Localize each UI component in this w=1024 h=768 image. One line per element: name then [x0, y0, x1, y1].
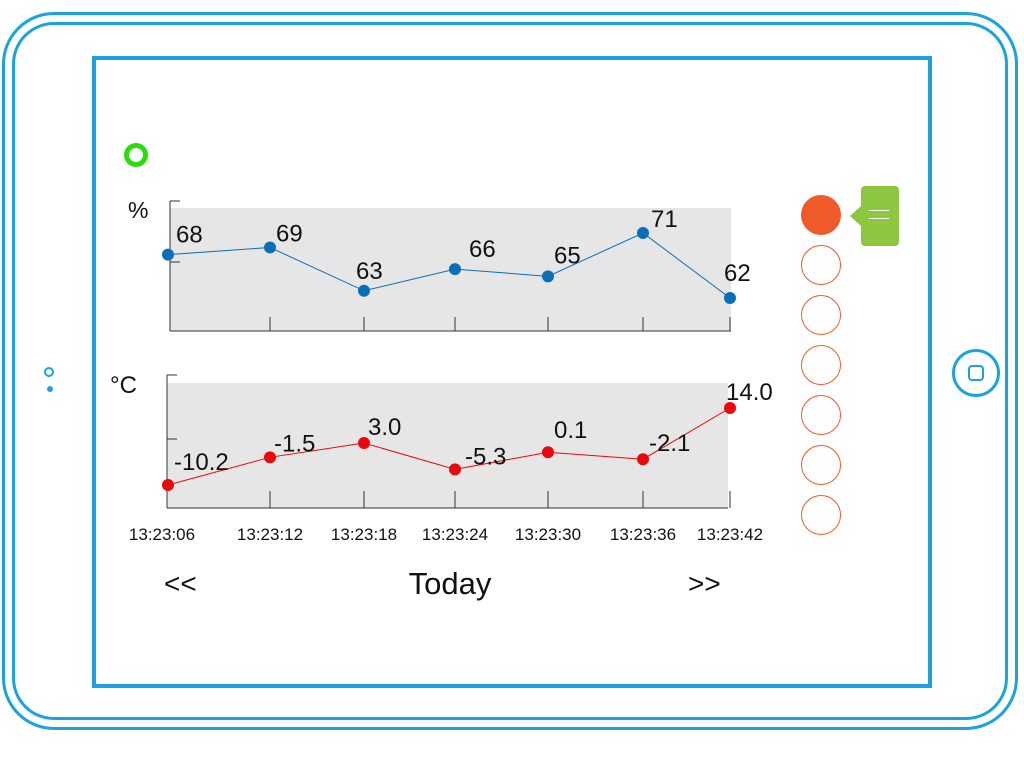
- data-point: [358, 437, 370, 449]
- y-axis-label: %: [128, 197, 148, 223]
- tablet-bezel: [12, 22, 1008, 720]
- prev-button[interactable]: <<: [164, 568, 197, 599]
- data-label: 3.0: [368, 414, 401, 441]
- sensor-dot: [47, 386, 53, 392]
- data-point: [542, 270, 554, 283]
- data-label: 65: [554, 242, 581, 269]
- data-label: 66: [469, 236, 496, 263]
- data-label: -5.3: [465, 443, 506, 470]
- x-tick-label: 13:23:12: [237, 525, 303, 544]
- data-label: 14.0: [726, 379, 773, 406]
- data-point: [637, 453, 649, 466]
- channel-button-4[interactable]: [801, 345, 841, 385]
- data-point: [449, 463, 461, 476]
- data-point: [358, 284, 370, 297]
- x-tick-label: 13:23:30: [515, 525, 581, 544]
- data-point: [264, 241, 276, 254]
- x-tick-label: 13:23:42: [697, 525, 763, 544]
- menu-line: [869, 210, 889, 211]
- home-button-icon[interactable]: [952, 349, 1000, 397]
- data-label: 69: [276, 220, 303, 247]
- data-label: 63: [356, 258, 383, 285]
- data-label: -1.5: [274, 430, 315, 457]
- next-button[interactable]: >>: [688, 568, 721, 599]
- data-point: [264, 451, 276, 464]
- menu-line: [869, 218, 889, 219]
- channel-button-1[interactable]: [801, 195, 841, 235]
- channel-button-5[interactable]: [801, 395, 841, 435]
- channel-button-7[interactable]: [801, 495, 841, 535]
- data-point: [724, 402, 736, 414]
- channel-button-3[interactable]: [801, 295, 841, 335]
- channel-button-6[interactable]: [801, 445, 841, 485]
- connection-status-icon: [124, 143, 148, 167]
- x-tick-label: 13:23:24: [422, 525, 488, 544]
- data-point: [162, 248, 174, 261]
- data-label: 62: [724, 260, 751, 287]
- data-label: -10.2: [174, 449, 229, 476]
- camera-icon: [44, 367, 54, 377]
- data-label: 68: [176, 222, 203, 249]
- screen: [92, 56, 932, 688]
- data-label: 0.1: [554, 417, 587, 444]
- menu-icon[interactable]: [850, 186, 899, 246]
- plot-background: [167, 383, 728, 508]
- home-square: [968, 365, 984, 381]
- data-point: [162, 479, 174, 491]
- y-axis-label: °C: [110, 372, 137, 399]
- data-label: -2.1: [649, 430, 690, 457]
- data-point: [724, 292, 736, 304]
- date-label: Today: [408, 566, 492, 601]
- data-point: [542, 446, 554, 459]
- data-point: [637, 227, 649, 239]
- channel-button-2[interactable]: [801, 245, 841, 285]
- x-tick-label: 13:23:36: [610, 525, 676, 544]
- x-tick-label: 13:23:06: [129, 525, 195, 544]
- tablet-frame: [2, 12, 1018, 730]
- data-point: [449, 263, 461, 276]
- x-tick-label: 13:23:18: [331, 525, 397, 544]
- data-label: 71: [651, 206, 678, 233]
